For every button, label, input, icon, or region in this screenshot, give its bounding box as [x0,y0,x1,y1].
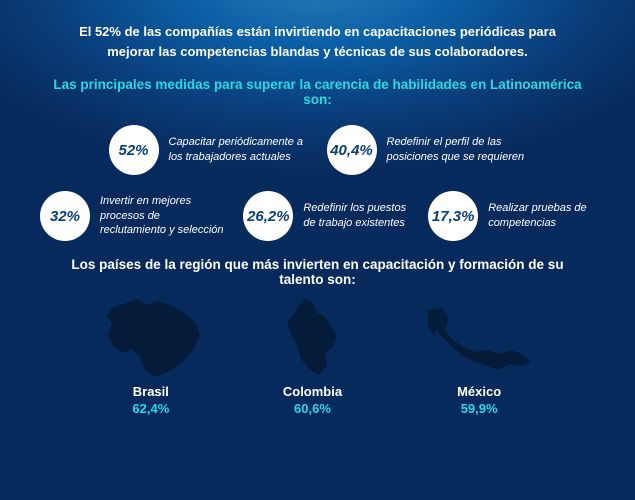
country-name: México [457,384,501,399]
subheading-2: Los países de la región que más invierte… [40,257,595,287]
stat-desc: Realizar pruebas de competencias [488,201,595,231]
country-name: Brasil [133,384,169,399]
stat-desc: Redefinir el perfil de las posiciones qu… [387,135,527,165]
stats-row-2: 32% Invertir en mejores procesos de recl… [40,191,595,241]
map-colombia-icon [277,295,347,380]
stat-item: 40,4% Redefinir el perfil de las posicio… [327,125,527,175]
countries-row: Brasil 62,4% Colombia 60,6% México 59,9% [40,295,595,416]
country-name: Colombia [283,384,342,399]
stat-pct: 52% [118,142,148,159]
country-mexico: México 59,9% [419,300,539,416]
country-colombia: Colombia 60,6% [277,295,347,416]
stat-pct: 40,4% [330,142,373,159]
stat-pct: 32% [50,208,80,225]
stat-desc: Invertir en mejores procesos de reclutam… [100,194,225,239]
subheading: Las principales medidas para superar la … [40,77,595,107]
stat-circle: 52% [109,125,159,175]
stat-circle: 26,2% [243,191,293,241]
stats-block: 52% Capacitar periódicamente a los traba… [40,125,595,241]
map-brasil-icon [96,295,206,380]
map-mexico-icon [419,300,539,380]
stat-item: 52% Capacitar periódicamente a los traba… [109,125,309,175]
country-pct: 59,9% [461,401,498,416]
stats-row-1: 52% Capacitar periódicamente a los traba… [40,125,595,175]
country-pct: 62,4% [132,401,169,416]
lead-text: El 52% de las compañías están invirtiend… [40,22,595,61]
stat-pct: 26,2% [247,208,290,225]
stat-circle: 17,3% [428,191,478,241]
stat-desc: Redefinir los puestos de trabajo existen… [303,201,410,231]
country-pct: 60,6% [294,401,331,416]
stat-desc: Capacitar periódicamente a los trabajado… [169,135,309,165]
stat-item: 26,2% Redefinir los puestos de trabajo e… [243,191,410,241]
stat-item: 32% Invertir en mejores procesos de recl… [40,191,225,241]
stat-circle: 32% [40,191,90,241]
country-brasil: Brasil 62,4% [96,295,206,416]
stat-item: 17,3% Realizar pruebas de competencias [428,191,595,241]
stat-pct: 17,3% [432,208,475,225]
infographic-panel: El 52% de las compañías están invirtiend… [0,0,635,500]
stat-circle: 40,4% [327,125,377,175]
